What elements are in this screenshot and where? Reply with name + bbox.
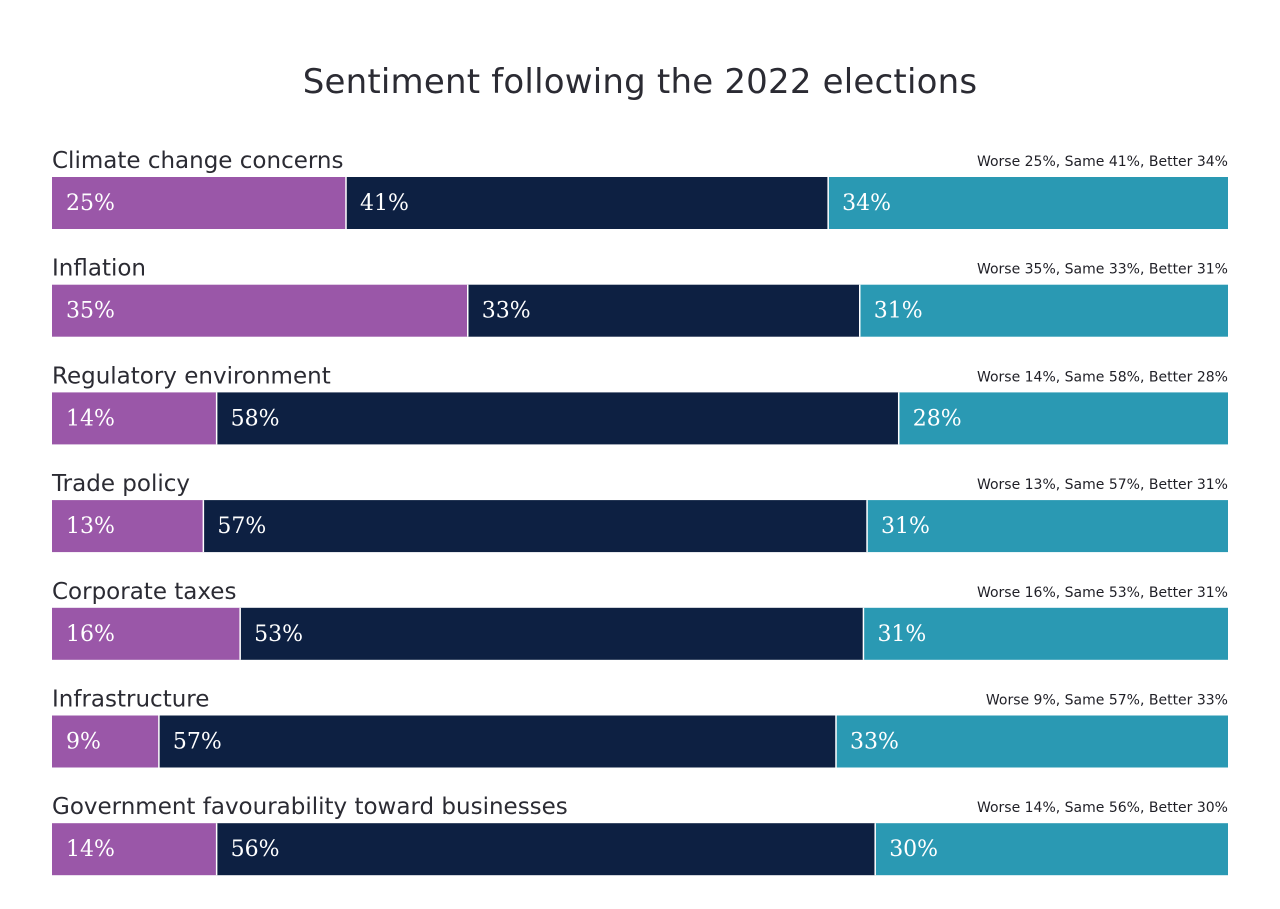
segment-value-label: 28% — [913, 406, 962, 431]
bar-segment-better — [828, 177, 1228, 229]
bar-segment-same — [216, 392, 899, 445]
bar-segment-worse — [52, 607, 241, 660]
chart-title: Sentiment following the 2022 elections — [302, 62, 978, 102]
row-summary: Worse 13%, Same 57%, Better 31% — [977, 477, 1228, 493]
bar-segment-same — [467, 284, 860, 337]
bar-segment-better — [867, 500, 1228, 553]
row-summary: Worse 14%, Same 58%, Better 28% — [977, 369, 1228, 385]
segment-value-label: 9% — [66, 730, 101, 755]
segment-value-label: 53% — [254, 622, 303, 647]
segment-value-label: 30% — [889, 837, 938, 862]
row-label: Trade policy — [51, 471, 190, 497]
segment-value-label: 34% — [842, 191, 891, 216]
segment-value-label: 31% — [874, 299, 923, 324]
segment-value-label: 31% — [877, 622, 926, 647]
segment-value-label: 33% — [850, 730, 899, 755]
bar-segment-worse — [52, 823, 217, 876]
bar-segment-better — [898, 392, 1228, 445]
segment-value-label: 25% — [66, 191, 115, 216]
segment-value-label: 57% — [173, 730, 222, 755]
row-summary: Worse 25%, Same 41%, Better 34% — [977, 154, 1228, 170]
bar-segment-worse — [52, 284, 468, 337]
bar-segment-same — [216, 823, 876, 876]
segment-value-label: 16% — [66, 622, 115, 647]
row-summary: Worse 16%, Same 53%, Better 31% — [977, 585, 1228, 601]
row-summary: Worse 14%, Same 56%, Better 30% — [977, 800, 1228, 816]
bar-segment-better — [859, 284, 1228, 337]
segment-value-label: 35% — [66, 299, 115, 324]
bar-segment-worse — [52, 177, 346, 229]
row-summary: Worse 35%, Same 33%, Better 31% — [977, 262, 1228, 278]
bar-segment-same — [158, 715, 837, 768]
row-label: Climate change concerns — [52, 148, 343, 174]
bar-segment-worse — [52, 500, 204, 553]
segment-value-label: 58% — [231, 406, 280, 431]
row-label: Infrastructure — [52, 687, 209, 713]
row-summary: Worse 9%, Same 57%, Better 33% — [986, 693, 1228, 709]
row-label: Corporate taxes — [52, 579, 236, 605]
bar-segment-better — [863, 607, 1228, 660]
row-label: Inflation — [52, 256, 146, 282]
row-label: Government favourability toward business… — [52, 794, 568, 820]
segment-value-label: 14% — [66, 406, 115, 431]
segment-value-label: 41% — [360, 191, 409, 216]
bar-segment-same — [203, 500, 868, 553]
segment-value-label: 57% — [217, 514, 266, 539]
segment-value-label: 14% — [66, 837, 115, 862]
bar-segment-same — [240, 607, 864, 660]
bar-segment-better — [875, 823, 1228, 876]
segment-value-label: 33% — [482, 299, 531, 324]
row-label: Regulatory environment — [52, 363, 331, 389]
segment-value-label: 31% — [881, 514, 930, 539]
segment-value-label: 56% — [231, 837, 280, 862]
bar-segment-worse — [52, 392, 217, 445]
segment-value-label: 13% — [66, 514, 115, 539]
bar-segment-better — [836, 715, 1228, 768]
bar-segment-same — [346, 177, 829, 229]
bar-segment-worse — [52, 715, 159, 768]
